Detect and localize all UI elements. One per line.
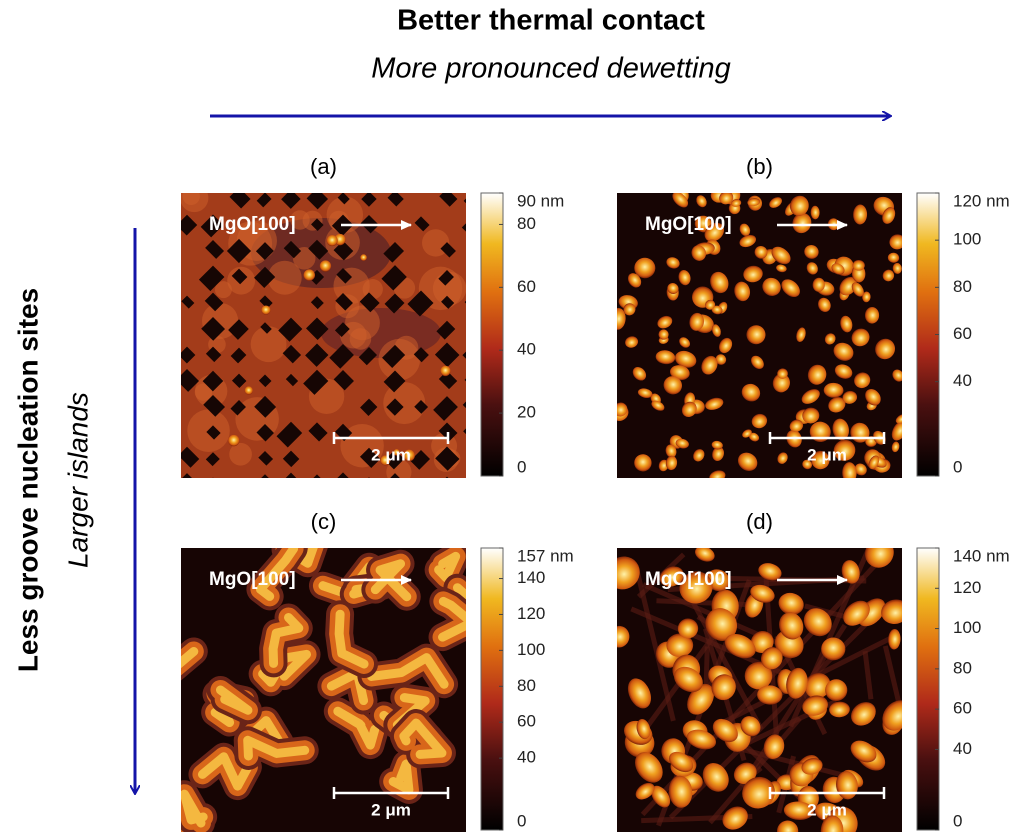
colorbar-tick-label: 120 xyxy=(953,578,981,597)
colorbar-tick-label: 120 xyxy=(517,604,545,623)
colorbar xyxy=(480,547,504,831)
scale-bar-label: 2 μm xyxy=(371,800,411,819)
panel: (d) MgO[100] 2 μm 0 40 60 80 100 120 140 nm xyxy=(617,509,1010,832)
colorbar-tick-label: 140 nm xyxy=(953,546,1010,565)
colorbar-tick-label: 0 xyxy=(953,457,962,476)
colorbar-tick-label: 40 xyxy=(953,371,972,390)
panel-label: (d) xyxy=(746,509,773,534)
colorbar-tick-label: 80 xyxy=(517,214,536,233)
colorbar-tick-label: 60 xyxy=(953,699,972,718)
colorbar-tick-label: 100 xyxy=(953,230,981,249)
subtitle: More pronounced dewetting xyxy=(371,53,731,85)
colorbar-tick-label: 60 xyxy=(517,277,536,296)
colorbar-tick-label: 80 xyxy=(517,676,536,695)
side-subtitle: Larger islands xyxy=(62,392,93,568)
colorbar-tick-label: 40 xyxy=(517,340,536,359)
colorbar-tick-label: 60 xyxy=(517,712,536,731)
colorbar xyxy=(480,192,504,477)
title: Better thermal contact xyxy=(397,5,705,37)
colorbar-tick-label: 0 xyxy=(517,811,526,830)
panel: (a) MgO[100] 2 μm 0 20 40 60 80 90 nm xyxy=(181,154,564,478)
colorbar-tick-label: 0 xyxy=(953,811,962,830)
panel-label: (c) xyxy=(311,509,337,534)
afm-image xyxy=(617,548,902,832)
colorbar-tick-label: 20 xyxy=(517,403,536,422)
side-title: Less groove nucleation sites xyxy=(12,288,43,672)
afm-image xyxy=(617,193,902,478)
afm-image xyxy=(181,548,466,832)
colorbar-tick-label: 140 xyxy=(517,568,545,587)
orientation-label: MgO[100] xyxy=(209,214,296,235)
colorbar-tick-label: 100 xyxy=(517,640,545,659)
panel-label: (b) xyxy=(746,154,773,179)
colorbar-tick-label: 60 xyxy=(953,324,972,343)
orientation-label: MgO[100] xyxy=(645,214,732,235)
colorbar-tick-label: 0 xyxy=(517,457,526,476)
colorbar-tick-label: 90 nm xyxy=(517,191,564,210)
colorbar-tick-label: 100 xyxy=(953,618,981,637)
scale-bar-label: 2 μm xyxy=(807,445,847,464)
colorbar xyxy=(916,547,940,831)
colorbar-tick-label: 120 nm xyxy=(953,191,1010,210)
orientation-label: MgO[100] xyxy=(209,569,296,590)
colorbar-tick-label: 80 xyxy=(953,277,972,296)
scale-bar-label: 2 μm xyxy=(371,445,411,464)
afm-image xyxy=(181,193,466,478)
colorbar-tick-label: 40 xyxy=(517,748,536,767)
panel-label: (a) xyxy=(310,154,337,179)
panel: (c) MgO[100] 2 μm 0 40 60 80 100 120 140 157 nm xyxy=(181,509,574,832)
orientation-label: MgO[100] xyxy=(645,569,732,590)
panel: (b) MgO[100] 2 μm 0 40 60 80 100 120 nm xyxy=(617,154,1010,478)
colorbar-tick-label: 157 nm xyxy=(517,546,574,565)
colorbar-tick-label: 40 xyxy=(953,739,972,758)
colorbar-tick-label: 80 xyxy=(953,658,972,677)
scale-bar-label: 2 μm xyxy=(807,800,847,819)
